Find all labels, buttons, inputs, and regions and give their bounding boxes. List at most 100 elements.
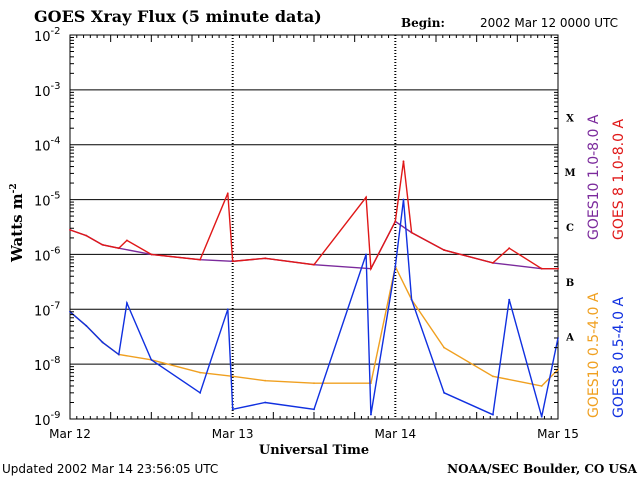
flare-class-labels: X M C B A [564,113,575,343]
y-tick-label: 10-4 [34,136,61,155]
legend-entry: GOES 8 0.5-4.0 A [611,297,627,418]
y-axis-label-text: Watts m [8,193,26,263]
data-point [313,408,315,411]
y-tick-label: 10-3 [34,81,61,100]
series-line [69,220,558,270]
legend-entry: GOES 8 1.0-8.0 A [611,119,627,240]
y-tick-exponent: -6 [51,245,61,256]
y-tick-base: 10 [34,30,51,45]
data-point [402,160,405,163]
plot-frame [69,34,559,420]
y-tick-exponent: -5 [51,191,61,202]
series-line [69,199,559,417]
credit-text: NOAA/SEC Boulder, CO USA [447,462,638,476]
series-group [69,160,559,418]
data-point [365,196,367,199]
data-point [199,391,202,394]
data-point [313,263,315,266]
data-point [492,375,494,378]
flare-class-label: C [566,223,574,234]
data-point [231,408,234,411]
plot-area [69,34,559,420]
data-point [264,401,267,404]
data-point [126,302,128,304]
day-separators [231,35,397,419]
data-point [540,415,543,418]
y-tick-base: 10 [34,85,51,100]
legend-entry: GOES10 0.5-4.0 A [586,292,602,418]
y-tick-base: 10 [34,304,51,319]
data-point [231,375,234,378]
data-point [492,413,494,416]
data-point [264,379,267,382]
x-tick-label: Mar 14 [374,427,416,441]
y-tick-base: 10 [34,140,51,155]
x-axis-label: Universal Time [259,443,369,458]
data-point [365,253,367,256]
updated-text: Updated 2002 Mar 14 23:56:05 UTC [2,462,218,476]
y-tick-label: 10-8 [34,355,61,374]
legend: GOES10 1.0-8.0 A GOES 8 1.0-8.0 A GOES10 0… [586,114,627,418]
series-line [69,264,559,387]
y-tick-label: 10-5 [34,191,61,210]
legend-entry: GOES10 1.0-8.0 A [586,114,602,240]
begin-value: 2002 Mar 12 0000 UTC [480,16,618,30]
y-tick-label: 10-7 [34,300,61,319]
data-point [126,239,128,242]
x-tick-label: Mar 15 [537,427,579,441]
y-axis-label: Watts m-2 [8,183,26,263]
flare-class-label: B [566,278,574,289]
data-point [69,228,71,231]
y-tick-label: 10-2 [34,26,61,45]
flare-class-label: X [566,113,574,124]
y-tick-exponent: -2 [51,26,61,37]
chart-title: GOES Xray Flux (5 minute data) [34,7,322,26]
data-point [117,353,120,356]
data-point [370,413,372,416]
y-tick-exponent: -4 [51,136,61,147]
data-point [540,385,543,387]
y-tick-exponent: -8 [51,355,61,366]
y-tick-exponent: -3 [51,81,61,92]
data-point [508,247,511,250]
data-point [410,298,413,301]
flare-class-label: A [565,333,574,344]
data-point [402,198,405,201]
data-point [199,371,202,374]
begin-label: Begin: [401,16,445,30]
gridlines [70,89,558,365]
y-tick-exponent: -9 [51,410,61,421]
y-tick-base: 10 [34,249,51,264]
data-point [101,341,104,344]
data-point [85,234,88,237]
x-tick-labels: Mar 12 Mar 13 Mar 14 Mar 15 [49,35,579,441]
data-point [508,298,511,301]
data-point [443,391,446,394]
data-point [313,382,315,385]
flare-class-label: M [564,168,575,179]
data-point [150,253,153,256]
x-tick-label: Mar 13 [212,427,254,441]
data-point [394,220,397,223]
data-point [85,324,88,327]
y-axis-label-exponent: -2 [9,183,19,193]
y-tick-exponent: -7 [51,300,61,311]
data-point [226,192,229,195]
data-point [117,247,120,250]
data-point [231,260,234,263]
y-tick-base: 10 [34,359,51,374]
data-point [492,262,494,264]
data-point [264,257,267,260]
data-point [540,267,543,270]
data-point [394,265,397,268]
data-point [226,308,229,311]
data-point [443,249,446,251]
y-tick-label: 10-6 [34,245,61,264]
data-point [370,267,372,270]
y-tick-base: 10 [34,195,51,210]
data-point [410,231,413,234]
y-tick-label: 10-9 [34,410,61,429]
data-point [101,243,104,246]
data-point [199,258,202,261]
